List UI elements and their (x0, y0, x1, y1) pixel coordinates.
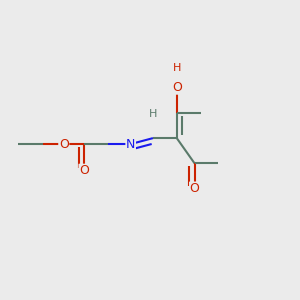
Text: O: O (59, 138, 69, 151)
Text: H: H (149, 109, 157, 119)
Text: N: N (126, 138, 135, 151)
Text: O: O (190, 182, 200, 195)
Text: H: H (172, 63, 181, 73)
Text: O: O (79, 164, 89, 177)
Text: O: O (172, 81, 182, 94)
